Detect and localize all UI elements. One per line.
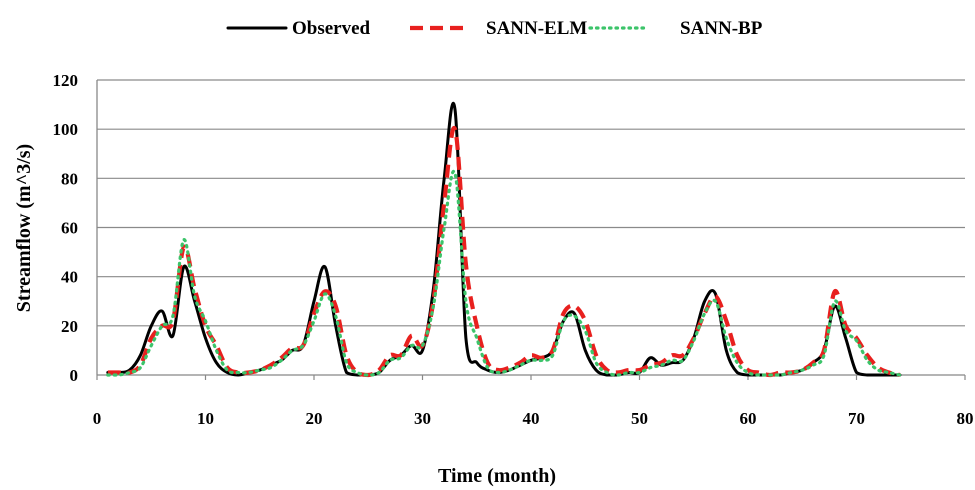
x-axis-title: Time (month) <box>438 465 556 487</box>
y-tick-label: 20 <box>61 317 78 336</box>
x-tick-label: 30 <box>414 409 431 428</box>
y-axis-title: Streamflow (m^3/s) <box>13 144 35 312</box>
series-line-sann-elm <box>107 125 901 378</box>
y-tick-labels: 0 20 40 60 80 100 120 <box>53 71 79 385</box>
x-tick-label: 10 <box>197 409 214 428</box>
y-tick-label: 0 <box>70 366 79 385</box>
legend-label-sann-bp: SANN-BP <box>680 18 763 39</box>
x-tick-labels: 0 10 20 30 40 50 60 70 80 <box>93 409 974 428</box>
x-tick-label: 0 <box>93 409 102 428</box>
x-tick-label: 40 <box>523 409 540 428</box>
series-line-sann-bp <box>106 169 902 377</box>
legend-label-sann-elm: SANN-ELM <box>486 18 587 39</box>
x-tick-label: 60 <box>740 409 757 428</box>
y-tick-label: 60 <box>61 219 78 238</box>
y-tick-label: 120 <box>53 71 79 90</box>
x-tick-label: 70 <box>848 409 865 428</box>
y-tick-label: 100 <box>53 120 79 139</box>
x-tick-label: 80 <box>957 409 974 428</box>
legend: Observed SANN-ELM SANN-BP <box>226 18 763 39</box>
y-tick-label: 80 <box>61 169 78 188</box>
gridlines <box>96 79 966 380</box>
x-tick-label: 20 <box>306 409 323 428</box>
x-tick-label: 50 <box>631 409 648 428</box>
series-lines <box>106 101 902 378</box>
series-line-observed <box>106 101 902 377</box>
y-tick-label: 40 <box>61 268 78 287</box>
legend-label-observed: Observed <box>292 18 371 39</box>
